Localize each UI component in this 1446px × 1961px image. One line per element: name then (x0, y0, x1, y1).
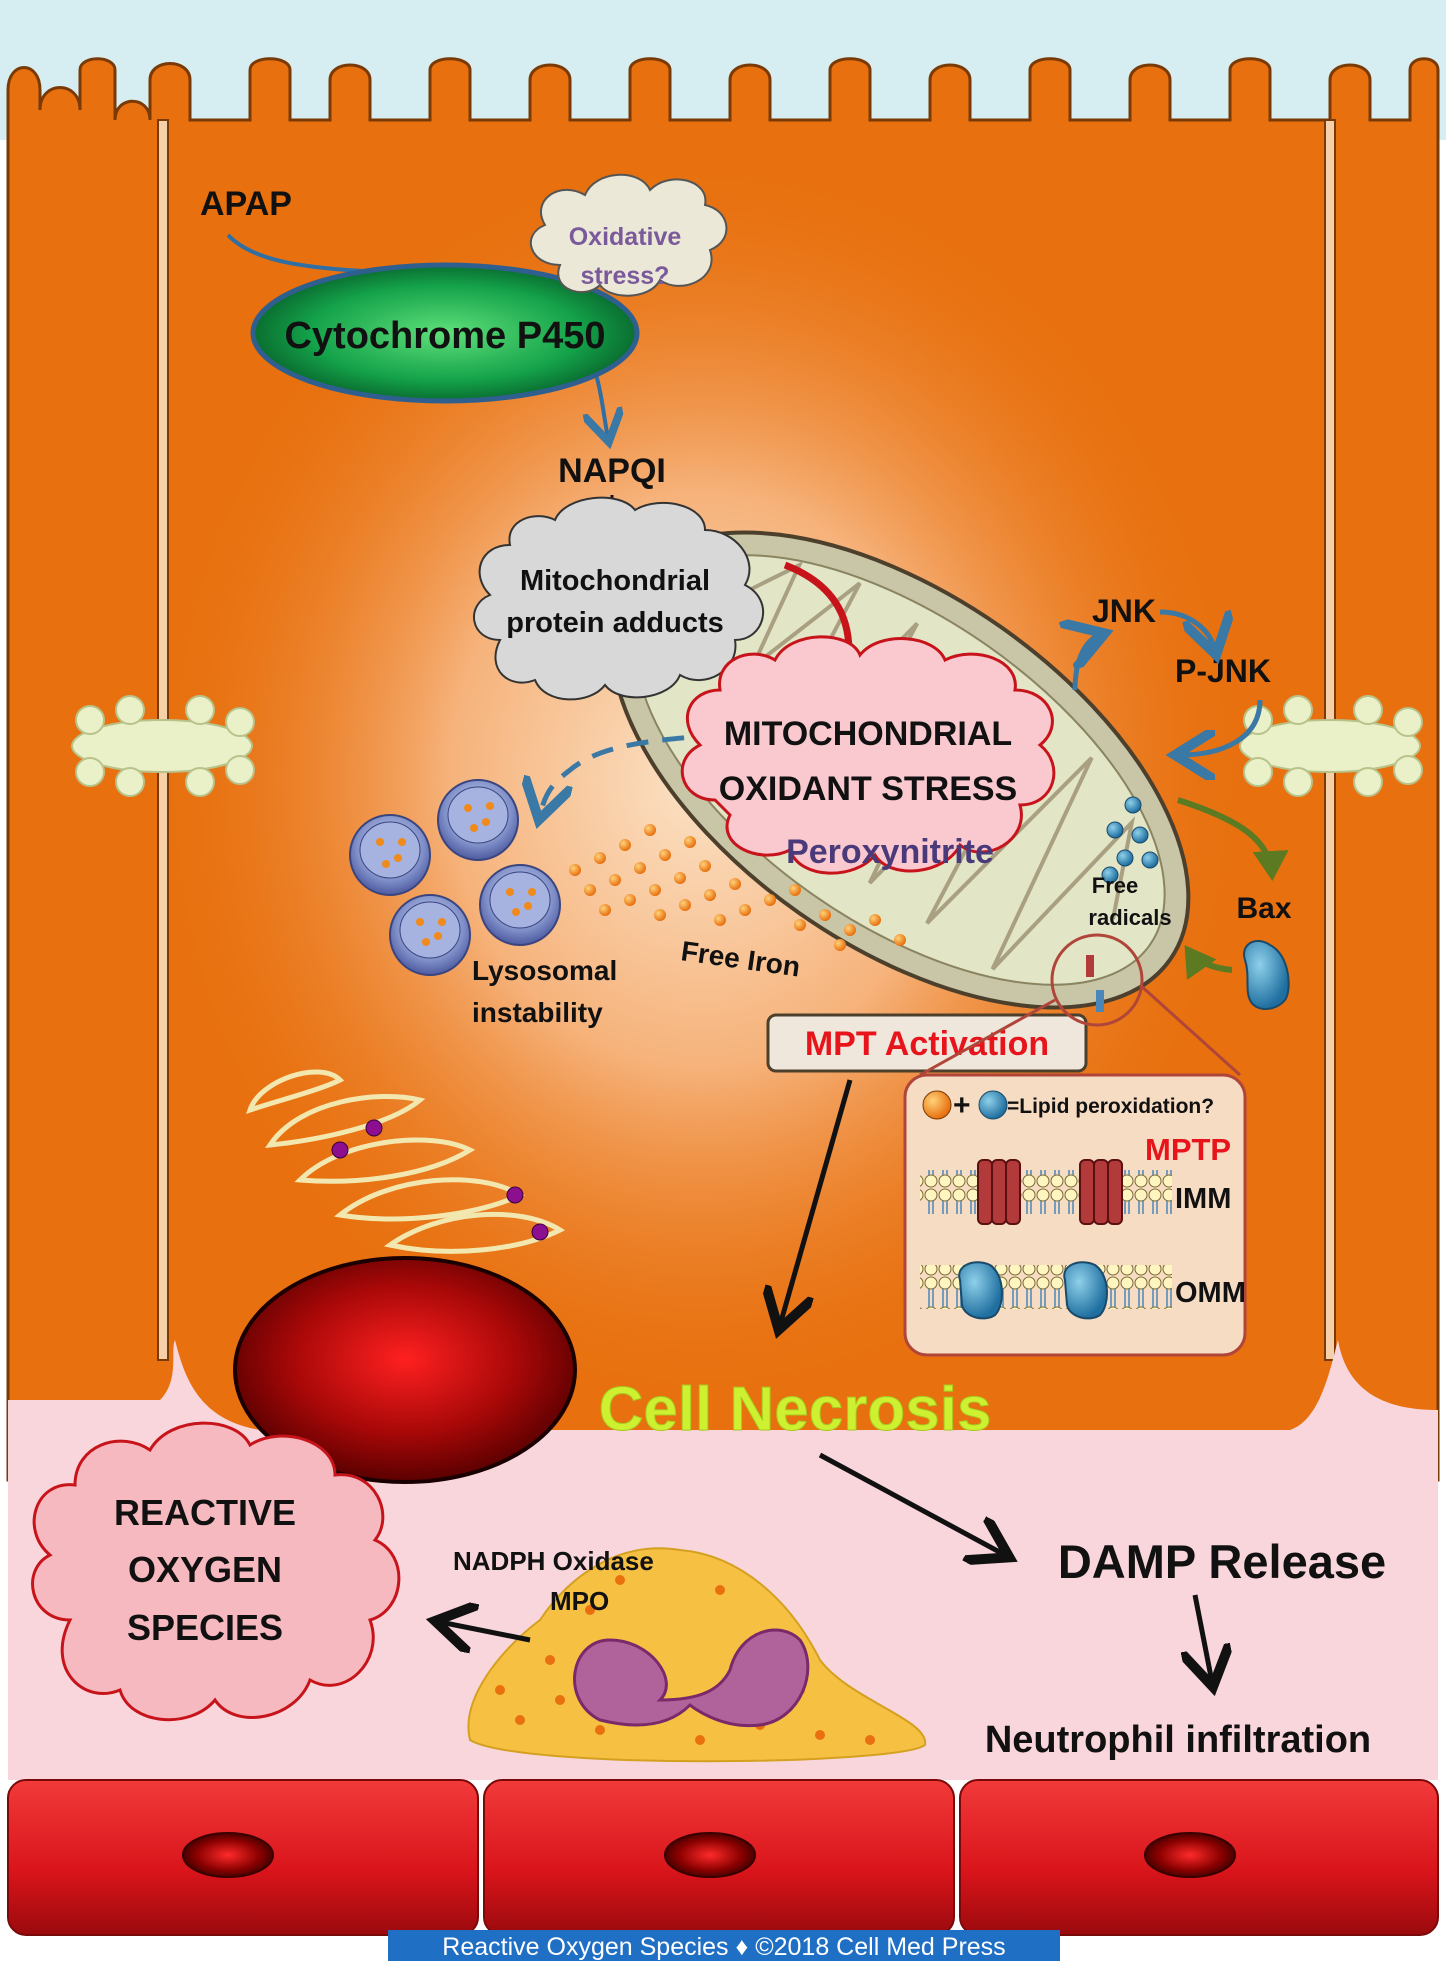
bax-label: Bax (1236, 892, 1291, 925)
mito-oxidant-stress-cloud: MITOCHONDRIAL OXIDANT STRESS Peroxynitri… (680, 635, 1056, 875)
ros-line3: SPECIES (127, 1607, 283, 1648)
free-radicals-line1: Free (1092, 873, 1138, 898)
lysosomal-line1: Lysosomal (472, 955, 617, 986)
to-bax-arrow (1177, 797, 1289, 881)
er-ribosomes (331, 1119, 549, 1241)
nadph-oxidase-label: NADPH Oxidase (453, 1546, 654, 1576)
mptp-label: MPTP (1145, 1132, 1231, 1167)
mptp-zoom-circle (1050, 933, 1144, 1027)
cytochrome-p450 (250, 262, 640, 404)
adducts-line1: Mitochondrial (520, 565, 710, 597)
free-iron-dots (569, 824, 906, 951)
canalicular-lumen (0, 0, 1446, 140)
omm-membrane (920, 1265, 1172, 1309)
lysosome (349, 814, 431, 896)
footer-text: Reactive Oxygen Species ♦ ©2018 Cell Med… (442, 1933, 1005, 1961)
damp-to-neutrophil-arrow (1195, 1594, 1212, 1682)
lysosomal-line2: instability (472, 997, 603, 1028)
napqi-label: NAPQI (558, 452, 666, 490)
neutrophil-to-ros-arrow (440, 1622, 531, 1640)
neutrophil-infiltration-label: Neutrophil infiltration (985, 1719, 1371, 1761)
footer-band (388, 1930, 1060, 1961)
pjnk-to-mito-arrow (1180, 699, 1263, 755)
free-radicals-line2: radicals (1088, 905, 1171, 930)
omm-label: OMM (1175, 1277, 1246, 1309)
free-radical-dots (1101, 796, 1159, 884)
lysosomes (349, 779, 561, 976)
lysosome (389, 894, 471, 976)
peroxynitrite-label: Peroxynitrite (786, 833, 994, 871)
blue-radical-dot (978, 1090, 1008, 1120)
bax-protein (1243, 940, 1290, 1010)
mptp-zoom-markers (1086, 955, 1104, 1012)
ros-cloud: REACTIVE OXYGEN SPECIES (31, 1421, 401, 1722)
mptp-pore-proteins (977, 1159, 1123, 1225)
mito-to-jnk-arrow (1075, 635, 1100, 691)
lysosome (437, 779, 519, 861)
necrosis-to-damp-arrow (818, 1452, 1005, 1555)
orange-radical-dot (922, 1090, 952, 1120)
apap-label: APAP (200, 185, 292, 223)
ros-line1: REACTIVE (114, 1492, 296, 1533)
plus-sign: + (953, 1089, 971, 1122)
zoom-line-left (919, 998, 1056, 1077)
jnk-to-pjnk-arrow (1159, 609, 1215, 650)
mito-stress-line2: OXIDANT STRESS (719, 770, 1017, 808)
oxidative-stress-line1: Oxidative (569, 223, 682, 251)
cytochrome-label: Cytochrome P450 (284, 315, 605, 357)
ros-line2: OXYGEN (128, 1549, 282, 1590)
pjnk-label: P-JNK (1175, 653, 1271, 689)
lipid-peroxidation-label: =Lipid peroxidation? (1007, 1095, 1214, 1118)
mpo-label: MPO (550, 1586, 609, 1616)
oxidative-stress-line2: stress? (581, 262, 670, 290)
lysosome-iron-dots (376, 802, 536, 946)
zoom-line-right (1138, 983, 1242, 1077)
jnk-label: JNK (1092, 593, 1156, 629)
mito-stress-line1: MITOCHONDRIAL (724, 715, 1012, 753)
stress-to-lysosome-dashed (540, 732, 721, 815)
neutrophil (467, 1547, 927, 1763)
mpt-to-necrosis-arrow (780, 1079, 853, 1325)
damp-release-label: DAMP Release (1058, 1535, 1386, 1588)
desmosome-left (71, 695, 255, 797)
mpt-activation-label: MPT Activation (805, 1025, 1049, 1063)
omm-vdac-proteins (958, 1261, 1108, 1320)
protein-adducts-cloud: Mitochondrial protein adducts (473, 496, 764, 701)
lysosome (479, 864, 561, 946)
red-blood-cells (182, 1832, 1236, 1878)
cell-necrosis-label: Cell Necrosis (599, 1375, 992, 1444)
imm-membrane (920, 1170, 1172, 1214)
imm-label: IMM (1175, 1183, 1231, 1215)
bax-to-mito-arrow (1184, 945, 1233, 980)
nucleus (233, 1256, 577, 1484)
oxidative-stress-cloud: Oxidative stress? (529, 173, 728, 297)
adducts-line2: protein adducts (506, 607, 724, 639)
